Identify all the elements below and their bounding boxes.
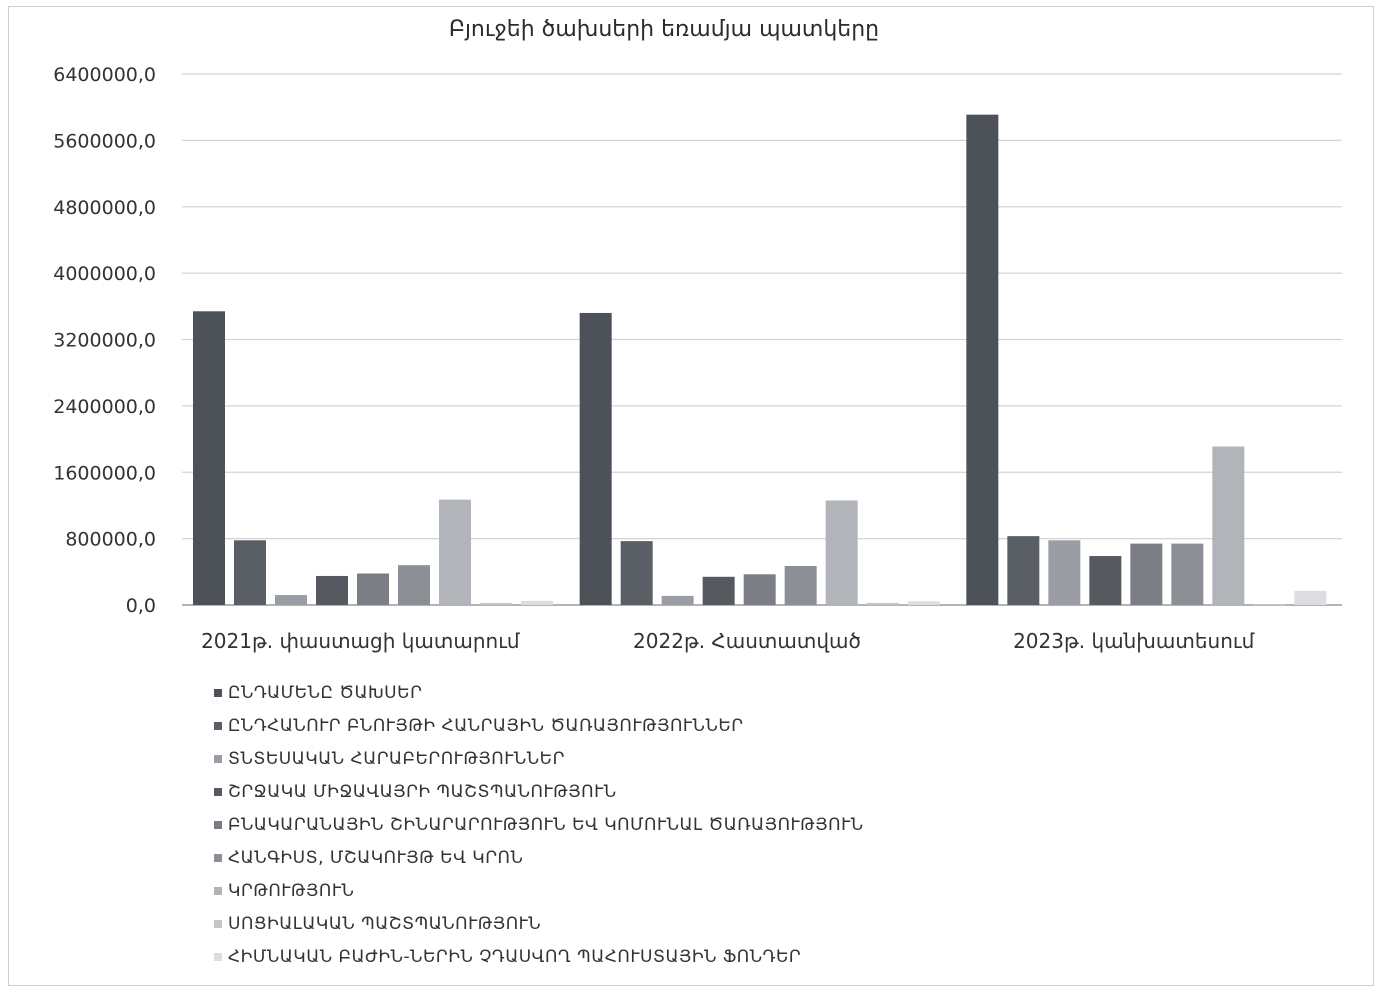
bar — [193, 311, 225, 605]
x-category-label: 2022թ. Հաստատված — [633, 629, 861, 653]
legend-label: ՀԱՆԳԻՍՏ, ՄՇԱԿՈՒՅԹ ԵՎ ԿՐՈՆ — [228, 847, 524, 868]
legend-item: ԸՆԴԱՄԵՆԸ ԾԱԽՍԵՐ — [214, 676, 864, 709]
y-tick-label: 800000,0 — [65, 529, 156, 551]
legend-label: ՍՈՑԻԱԼԱԿԱՆ ՊԱՇՏՊԱՆՈՒԹՅՈՒՆ — [228, 913, 542, 934]
bar — [1294, 590, 1327, 605]
legend-swatch — [214, 721, 222, 730]
legend-item: ՇՐՋԱԿԱ ՄԻՋԱՎԱՅՐԻ ՊԱՇՏՊԱՆՈՒԹՅՈՒՆ — [214, 775, 864, 808]
bar — [521, 600, 553, 605]
y-tick-label: 6400000,0 — [53, 64, 156, 86]
y-tick-label: 1600000,0 — [53, 462, 156, 484]
legend-swatch — [214, 952, 222, 961]
bar — [1007, 536, 1040, 605]
chart-title: Բյուջեի ծախսերի եռամյա պատկերը — [449, 17, 879, 42]
bar — [1089, 556, 1122, 605]
bar — [579, 312, 612, 605]
legend-item: ՀԻՄՆԱԿԱՆ ԲԱԺԻՆ-ՆԵՐԻՆ ՉԴԱՍՎՈՂ ՊԱՀՈՒՍՏԱՅԻՆ… — [214, 940, 864, 973]
bar — [743, 574, 776, 605]
bar — [702, 576, 735, 605]
legend-swatch — [214, 886, 222, 895]
bar — [1130, 543, 1163, 605]
bar — [275, 595, 307, 605]
y-tick-label: 2400000,0 — [53, 396, 156, 418]
bar — [866, 602, 899, 605]
bar — [620, 541, 653, 605]
legend-item: ԸՆԴՀԱՆՈՒՐ ԲՆՈՒՅԹԻ ՀԱՆՐԱՅԻՆ ԾԱՌԱՅՈՒԹՅՈՒՆՆ… — [214, 709, 864, 742]
legend-label: ՀԻՄՆԱԿԱՆ ԲԱԺԻՆ-ՆԵՐԻՆ ՉԴԱՍՎՈՂ ՊԱՀՈՒՍՏԱՅԻՆ… — [228, 946, 802, 967]
bar — [234, 540, 266, 605]
bar — [398, 565, 430, 605]
bar — [907, 601, 940, 605]
legend-swatch — [214, 919, 222, 928]
x-category-label: 2021թ. փաստացի կատարում — [201, 629, 520, 653]
bar — [784, 566, 817, 605]
legend-label: ՇՐՋԱԿԱ ՄԻՋԱՎԱՅՐԻ ՊԱՇՏՊԱՆՈՒԹՅՈՒՆ — [228, 781, 617, 802]
legend-label: ՏՆՏԵՍԱԿԱՆ ՀԱՐԱԲԵՐՈՒԹՅՈՒՆՆԵՐ — [228, 748, 565, 769]
chart-legend: ԸՆԴԱՄԵՆԸ ԾԱԽՍԵՐ ԸՆԴՀԱՆՈՒՐ ԲՆՈՒՅԹԻ ՀԱՆՐԱՅԻ… — [214, 676, 864, 973]
bar — [480, 602, 512, 605]
legend-swatch — [214, 853, 222, 862]
chart-frame — [8, 6, 1374, 986]
bar — [1253, 604, 1286, 606]
legend-swatch — [214, 754, 222, 763]
bar — [439, 499, 471, 605]
legend-swatch — [214, 787, 222, 796]
y-tick-label: 4800000,0 — [53, 197, 156, 219]
legend-label: ԿՐԹՈՒԹՅՈՒՆ — [228, 880, 355, 901]
legend-item: ԿՐԹՈՒԹՅՈՒՆ — [214, 874, 864, 907]
bar — [661, 595, 694, 605]
legend-swatch — [214, 820, 222, 829]
y-tick-label: 3200000,0 — [53, 330, 156, 352]
legend-swatch — [214, 688, 222, 697]
legend-label: ԲՆԱԿԱՐԱՆԱՅԻՆ ՇԻՆԱՐԱՐՈՒԹՅՈՒՆ ԵՎ ԿՈՄՈՒՆԱԼ … — [228, 814, 864, 835]
legend-item: ԲՆԱԿԱՐԱՆԱՅԻՆ ՇԻՆԱՐԱՐՈՒԹՅՈՒՆ ԵՎ ԿՈՄՈՒՆԱԼ … — [214, 808, 864, 841]
bar — [966, 114, 999, 605]
legend-item: ՍՈՑԻԱԼԱԿԱՆ ՊԱՇՏՊԱՆՈՒԹՅՈՒՆ — [214, 907, 864, 940]
bar — [316, 575, 348, 605]
y-tick-label: 0,0 — [126, 595, 156, 617]
x-category-label: 2023թ. կանխատեսում — [1013, 629, 1254, 653]
legend-label: ԸՆԴՀԱՆՈՒՐ ԲՆՈՒՅԹԻ ՀԱՆՐԱՅԻՆ ԾԱՌԱՅՈՒԹՅՈՒՆՆ… — [228, 715, 744, 736]
y-tick-label: 5600000,0 — [53, 130, 156, 152]
bar — [825, 500, 858, 605]
bar — [357, 573, 389, 605]
legend-item: ՀԱՆԳԻՍՏ, ՄՇԱԿՈՒՅԹ ԵՎ ԿՐՈՆ — [214, 841, 864, 874]
bar — [1171, 543, 1204, 605]
legend-item: ՏՆՏԵՍԱԿԱՆ ՀԱՐԱԲԵՐՈՒԹՅՈՒՆՆԵՐ — [214, 742, 864, 775]
bar — [1212, 446, 1245, 605]
y-tick-label: 4000000,0 — [53, 263, 156, 285]
legend-label: ԸՆԴԱՄԵՆԸ ԾԱԽՍԵՐ — [228, 682, 423, 703]
bar — [1048, 540, 1081, 605]
